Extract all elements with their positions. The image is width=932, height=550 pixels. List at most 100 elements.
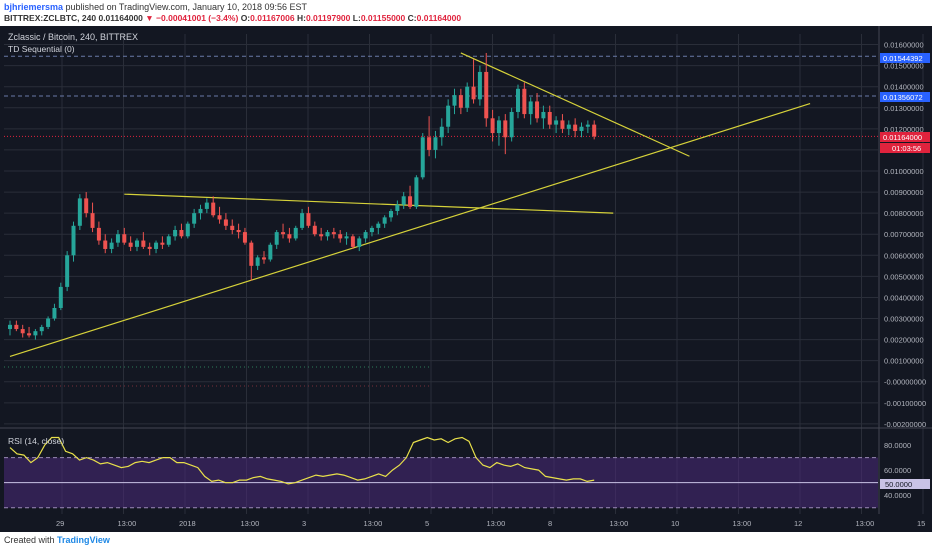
candle-body bbox=[446, 105, 451, 127]
price-tick-label: 0.00500000 bbox=[884, 272, 924, 281]
trendline bbox=[9, 102, 811, 358]
price-tick-label: 0.00600000 bbox=[884, 251, 924, 260]
candle-body bbox=[344, 236, 349, 239]
price-tick-label: 0.00700000 bbox=[884, 230, 924, 239]
chart-area[interactable]: 0.01600000 0.01500000 0.01400000 0.01300000… bbox=[0, 26, 932, 532]
chart-background bbox=[0, 26, 932, 532]
candle-body bbox=[376, 223, 381, 228]
rsi-line bbox=[9, 436, 595, 485]
level-badge-2-box bbox=[880, 92, 930, 102]
candle-body bbox=[84, 198, 89, 214]
candle-body bbox=[503, 120, 508, 138]
price-tick-label: -0.00200000 bbox=[884, 420, 926, 429]
candle-body bbox=[262, 257, 266, 260]
candle-body bbox=[465, 86, 470, 108]
trendlines-layer[interactable] bbox=[9, 52, 811, 358]
price-tick-label: 0.01300000 bbox=[884, 104, 924, 113]
candle-body bbox=[223, 219, 228, 226]
publish-header: bjhriemersma published on TradingView.co… bbox=[0, 0, 932, 26]
indicator-label: TD Sequential (0) bbox=[8, 44, 75, 54]
candle-body bbox=[541, 111, 546, 119]
candle-body bbox=[496, 120, 501, 134]
rsi-tick-label: 40.0000 bbox=[884, 491, 911, 500]
rsi-tick-label: 60.0000 bbox=[884, 466, 911, 475]
footer: Created with TradingView bbox=[0, 532, 932, 550]
candle-body bbox=[566, 124, 571, 129]
ohlc-low: 0.01155000 bbox=[360, 13, 406, 23]
author-link[interactable]: bjhriemersma bbox=[4, 2, 64, 12]
candle-body bbox=[522, 88, 527, 115]
candle-body bbox=[230, 225, 235, 230]
candle-body bbox=[484, 71, 489, 119]
price-tick-label: 0.01400000 bbox=[884, 83, 924, 92]
candle-body bbox=[109, 242, 114, 249]
last-price: 0.01164000 bbox=[98, 13, 143, 23]
candle-body bbox=[14, 324, 19, 330]
candle-body bbox=[185, 223, 190, 237]
candle-body bbox=[249, 242, 254, 266]
time-tick-label: 8 bbox=[548, 519, 552, 528]
candle-body bbox=[357, 238, 362, 247]
trendline bbox=[124, 193, 614, 214]
candle-body bbox=[58, 286, 63, 308]
price-tick-label: -0.00100000 bbox=[884, 399, 926, 408]
candle-body bbox=[363, 232, 368, 239]
ohlc-close: 0.01164000 bbox=[416, 13, 462, 23]
candle-body bbox=[173, 230, 178, 237]
candle-body bbox=[77, 198, 82, 226]
price-tick-label: 0.00400000 bbox=[884, 293, 924, 302]
candle-body bbox=[458, 95, 463, 108]
candle-body bbox=[516, 88, 520, 112]
trendline bbox=[460, 52, 690, 157]
chart-svg[interactable]: 0.01600000 0.01500000 0.01400000 0.01300000… bbox=[0, 26, 932, 532]
ohlc-low-label: L: bbox=[352, 13, 361, 23]
rsi-badge-box bbox=[880, 479, 930, 489]
candle-body bbox=[509, 111, 514, 138]
candle-body bbox=[560, 120, 565, 129]
time-tick-label: 2018 bbox=[179, 519, 196, 528]
time-badge: 01:03:56 bbox=[892, 144, 921, 153]
candle-body bbox=[585, 124, 590, 127]
price-tick-label: 0.00300000 bbox=[884, 315, 924, 324]
candle-body bbox=[592, 124, 597, 137]
time-tick-label: 13:00 bbox=[610, 519, 629, 528]
candle-body bbox=[281, 232, 286, 235]
rsi-label: RSI (14, close) bbox=[8, 436, 64, 446]
rsi-layer bbox=[4, 436, 878, 509]
candle-body bbox=[274, 232, 279, 245]
candle-body bbox=[452, 95, 457, 106]
ohlc-open-label: O: bbox=[240, 13, 251, 23]
candle-body bbox=[427, 137, 432, 150]
time-tick-label: 13:00 bbox=[487, 519, 506, 528]
candle-body bbox=[300, 213, 305, 228]
symbol-info: BITTREX:ZCLBTC, 240 0.01164000 ▼ −0.0004… bbox=[4, 13, 461, 23]
candle-body bbox=[71, 225, 76, 256]
time-tick-label: 5 bbox=[425, 519, 429, 528]
candle-body bbox=[420, 137, 425, 178]
candle-body bbox=[439, 126, 444, 138]
candle-body bbox=[27, 333, 32, 336]
time-tick-label: 13:00 bbox=[856, 519, 875, 528]
candle-body bbox=[528, 101, 533, 115]
created-with-text: Created with bbox=[4, 535, 55, 545]
price-tick-label: 0.01000000 bbox=[884, 167, 924, 176]
tradingview-logo[interactable]: TradingView bbox=[57, 535, 110, 545]
candle-body bbox=[319, 234, 324, 237]
price-tick-label: 0.01200000 bbox=[884, 125, 924, 134]
ohlc-high-label: H: bbox=[296, 13, 306, 23]
candle-body bbox=[192, 213, 197, 224]
candle-body bbox=[325, 232, 330, 237]
candle-body bbox=[154, 242, 159, 249]
levels-layer bbox=[4, 55, 878, 387]
candle-body bbox=[579, 126, 584, 131]
time-tick-label: 10 bbox=[671, 519, 679, 528]
level-badge-1-box bbox=[880, 53, 930, 63]
candle-body bbox=[242, 232, 247, 243]
candle-body bbox=[382, 217, 387, 224]
candle-body bbox=[39, 326, 44, 332]
chart-title: Zclassic / Bitcoin, 240, BITTREX bbox=[8, 32, 138, 42]
candle-body bbox=[350, 236, 355, 247]
candle-body bbox=[287, 234, 292, 239]
candle-body bbox=[8, 324, 12, 330]
candle-body bbox=[471, 86, 476, 100]
